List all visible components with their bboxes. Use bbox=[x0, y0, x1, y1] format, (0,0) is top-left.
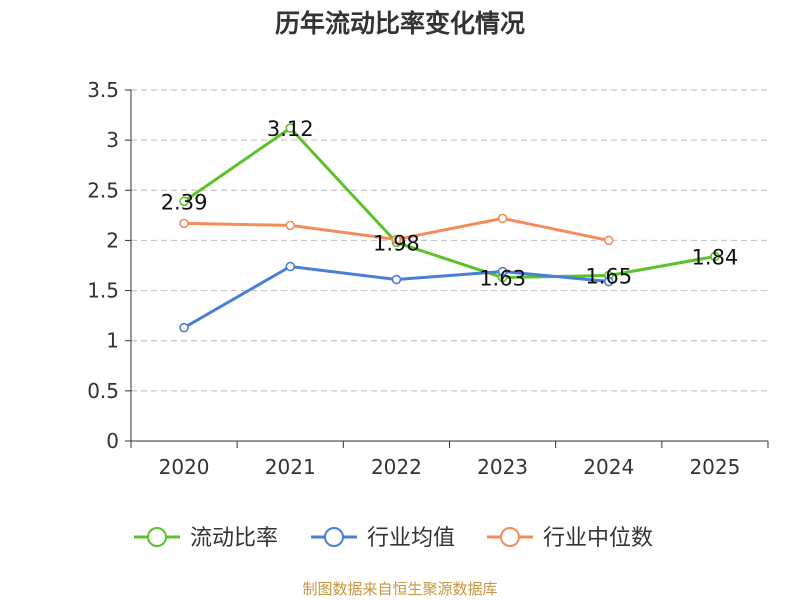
y-tick-label: 3 bbox=[106, 128, 119, 152]
legend-marker bbox=[324, 527, 344, 547]
legend-label: 行业中位数 bbox=[543, 526, 653, 551]
y-tick-label: 2.5 bbox=[87, 178, 119, 202]
data-point bbox=[285, 220, 296, 231]
data-point bbox=[497, 213, 508, 224]
y-tick-label: 3.5 bbox=[87, 78, 119, 102]
legend-label: 行业均值 bbox=[367, 526, 455, 551]
data-label: 1.63 bbox=[479, 267, 526, 291]
legend[interactable]: 流动比率 行业均值 行业中位数 bbox=[134, 526, 653, 551]
y-tick-label: 1 bbox=[106, 329, 119, 353]
data-label: 1.65 bbox=[585, 265, 632, 289]
data-point bbox=[285, 123, 296, 133]
legend-label: 流动比率 bbox=[190, 526, 278, 551]
data-point bbox=[603, 235, 614, 246]
data-point bbox=[285, 261, 296, 272]
data-label: 1.98 bbox=[373, 231, 420, 255]
x-tick-label: 2024 bbox=[583, 455, 634, 479]
gridlines bbox=[131, 89, 768, 392]
data-point bbox=[391, 274, 402, 285]
data-point bbox=[391, 234, 402, 245]
data-label: 3.12 bbox=[267, 117, 314, 141]
data-label: 1.84 bbox=[692, 245, 739, 269]
chart-title: 历年流动比率变化情况 bbox=[274, 9, 525, 38]
y-tick-label: 0 bbox=[106, 429, 119, 453]
legend-marker bbox=[147, 527, 167, 547]
legend-marker bbox=[500, 527, 520, 547]
x-tick-label: 2025 bbox=[689, 455, 740, 479]
series bbox=[179, 123, 720, 333]
data-point bbox=[710, 251, 720, 262]
data-labels: 2.39 3.12 1.98 1.63 1.65 1.84 bbox=[161, 117, 739, 290]
data-label: 2.39 bbox=[161, 190, 208, 214]
data-point bbox=[179, 322, 189, 333]
data-point bbox=[603, 276, 614, 287]
x-tick-label: 2021 bbox=[265, 455, 316, 479]
y-tick-label: 0.5 bbox=[87, 379, 119, 403]
y-tick-label: 1.5 bbox=[87, 279, 119, 303]
data-point bbox=[497, 266, 508, 277]
x-tick-label: 2022 bbox=[371, 455, 422, 479]
axes: 0 0.5 1 1.5 2 2.5 3 3.5 2020 2021 2022 2023 2024 2025 bbox=[87, 78, 769, 479]
x-tick-label: 2023 bbox=[477, 455, 528, 479]
source-footer: 制图数据来自恒生聚源数据库 bbox=[302, 580, 498, 598]
data-point bbox=[179, 218, 189, 229]
series-line bbox=[183, 126, 716, 280]
y-tick-label: 2 bbox=[106, 228, 119, 252]
data-point bbox=[179, 196, 189, 207]
x-tick-label: 2020 bbox=[159, 455, 210, 479]
